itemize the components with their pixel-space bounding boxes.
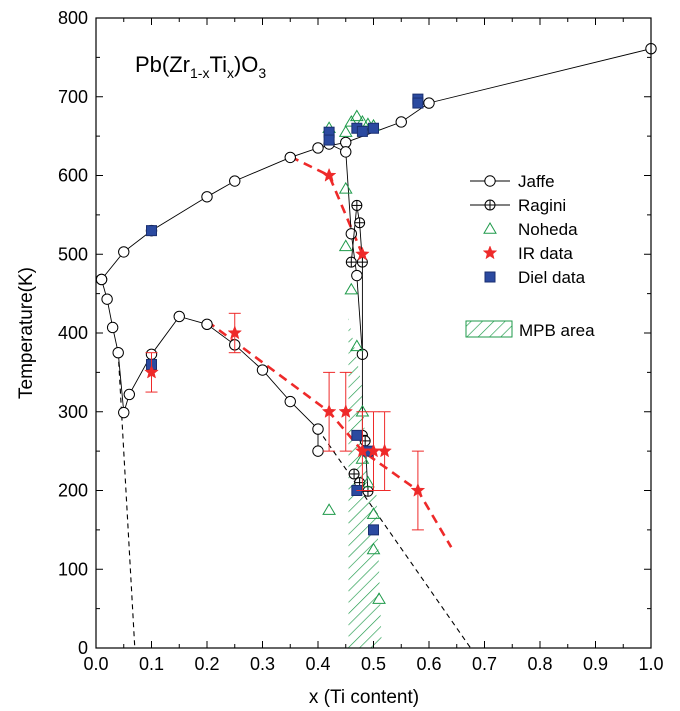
x-tick-label: 0.8: [527, 654, 552, 674]
jaffe-point: [340, 136, 352, 149]
jaffe-point: [351, 269, 363, 282]
legend-label: MPB area: [519, 321, 595, 340]
diel-point: [146, 225, 157, 237]
x-tick-label: 1.0: [638, 654, 663, 674]
chart-title: Pb(Zr1-xTix)O3: [135, 52, 266, 81]
x-tick-label: 0.7: [472, 654, 497, 674]
legend-item-ir-data: IR data: [482, 244, 573, 263]
ragini-point: [345, 256, 357, 268]
jaffe-point: [423, 97, 435, 109]
plot-area: [95, 43, 657, 649]
jaffe-line-1: [101, 279, 319, 452]
x-tick-label: 0.3: [250, 654, 275, 674]
noheda-point: [372, 592, 386, 604]
jaffe-point: [345, 228, 357, 240]
noheda-point: [338, 125, 353, 137]
noheda-point: [366, 507, 381, 519]
x-axis-title: x (Ti content): [309, 687, 419, 708]
legend-label: Ragini: [518, 196, 566, 215]
jaffe-point: [118, 246, 130, 258]
y-tick-label: 700: [58, 87, 88, 107]
x-tick-label: 0.9: [583, 654, 608, 674]
jaffe-point: [312, 142, 324, 154]
diel-point: [412, 97, 424, 109]
noheda-point: [338, 181, 353, 194]
ragini-point: [348, 468, 360, 480]
y-axis-title: Temperature(K): [16, 267, 37, 399]
diel-point: [368, 122, 379, 134]
jaffe-point: [340, 146, 352, 158]
mpb-area: [348, 317, 382, 648]
jaffe-point: [229, 175, 241, 187]
diel-point: [351, 429, 363, 441]
y-tick-label: 200: [58, 481, 88, 501]
legend-label: Jaffe: [518, 172, 555, 191]
noheda-point: [349, 109, 364, 122]
noheda-point: [322, 503, 336, 515]
x-tick-label: 0.5: [361, 654, 386, 674]
diel-point: [323, 134, 335, 146]
ir-point: [321, 167, 337, 182]
legend-item-jaffe: Jaffe: [470, 172, 555, 191]
ragini-point: [354, 217, 366, 229]
jaffe-point: [312, 445, 324, 457]
legend-item-noheda: Noheda: [483, 220, 578, 239]
y-tick-label: 0: [78, 638, 88, 658]
jaffe-point: [118, 406, 130, 419]
noheda-point: [361, 475, 375, 488]
ir-point: [377, 443, 392, 458]
jaffe-point: [101, 293, 113, 305]
y-tick-label: 500: [58, 244, 88, 264]
jaffe-point: [112, 346, 124, 359]
jaffe-line-2: [328, 143, 363, 355]
legend-label: Diel data: [518, 268, 586, 287]
legend-item-ragini: Ragini: [470, 196, 566, 215]
diel-point: [368, 524, 379, 536]
noheda-point: [349, 339, 364, 352]
jaffe-point: [256, 364, 269, 376]
ragini-point: [351, 199, 363, 211]
legend-label: IR data: [518, 244, 573, 263]
legend-label: Noheda: [518, 220, 578, 239]
ragini-point: [362, 485, 374, 497]
jaffe-point: [123, 388, 136, 401]
ir-point: [355, 246, 370, 261]
legend-item-mpb-area: MPB area: [465, 320, 595, 340]
ir-point: [321, 404, 337, 418]
diel-point: [356, 125, 368, 137]
ir-point: [338, 404, 354, 418]
legend-item-diel-data: Diel data: [484, 268, 586, 287]
jaffe-point: [312, 423, 324, 435]
y-tick-label: 400: [58, 323, 88, 343]
black-dashed-line-0: [117, 352, 136, 649]
x-tick-label: 0.2: [194, 654, 219, 674]
legend: Jaffe Ragini Noheda IR data Diel data MPB are…: [465, 172, 595, 340]
black-dashed-line-1: [317, 428, 472, 649]
jaffe-point: [201, 318, 213, 331]
x-tick-label: 0.6: [416, 654, 441, 674]
jaffe-point: [201, 191, 213, 203]
x-tick-label: 0.1: [139, 654, 164, 674]
ir-point: [144, 364, 159, 379]
y-tick-label: 800: [58, 8, 88, 28]
y-tick-label: 600: [58, 166, 88, 186]
jaffe-point: [395, 116, 407, 128]
noheda-point: [344, 282, 359, 295]
jaffe-point: [284, 395, 296, 408]
noheda-point: [338, 239, 353, 252]
ir-point: [227, 325, 243, 340]
y-tick-label: 300: [58, 402, 88, 422]
jaffe-point: [95, 273, 108, 286]
ir-point: [410, 482, 426, 497]
noheda-point: [366, 542, 381, 555]
jaffe-point: [284, 151, 296, 164]
y-tick-label: 100: [58, 559, 88, 579]
jaffe-point: [106, 321, 119, 334]
x-tick-label: 0.0: [83, 654, 108, 674]
axes: 0.0 0.1 0.2 0.3 0.4 0.5 0.6 0.7 0.8 0.9 1.0 0 100 200…: [58, 8, 664, 674]
x-tick-label: 0.4: [305, 654, 330, 674]
jaffe-point: [173, 310, 185, 323]
